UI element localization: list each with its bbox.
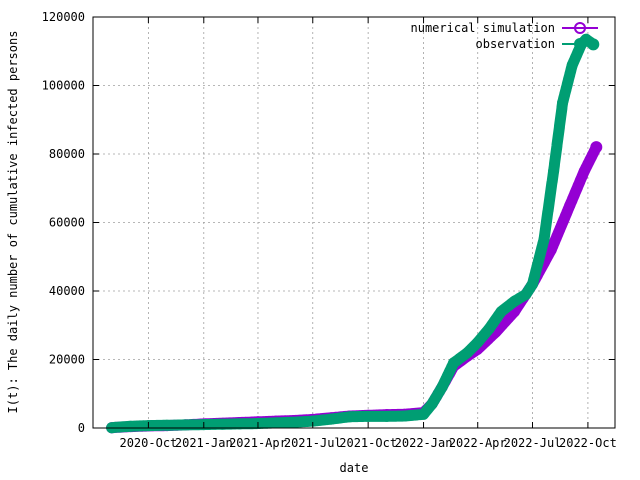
x-tick-label: 2020-Oct bbox=[119, 436, 177, 450]
x-axis-label: date bbox=[340, 461, 369, 475]
data-point bbox=[566, 59, 578, 71]
plot-data bbox=[106, 33, 603, 434]
legend-label: numerical simulation bbox=[411, 21, 556, 35]
data-point bbox=[161, 419, 173, 431]
x-tick-label: 2022-Jul bbox=[504, 436, 562, 450]
x-tick-label: 2021-Apr bbox=[229, 436, 287, 450]
data-point bbox=[548, 165, 560, 177]
data-point bbox=[216, 418, 228, 430]
axis-ticks bbox=[93, 16, 615, 429]
legend-label: observation bbox=[476, 37, 555, 51]
y-tick-label: 80000 bbox=[49, 147, 85, 161]
data-point bbox=[270, 417, 282, 429]
y-tick-label: 120000 bbox=[42, 10, 85, 24]
data-point bbox=[399, 410, 411, 422]
x-tick-label: 2022-Apr bbox=[449, 436, 507, 450]
grid bbox=[93, 17, 615, 428]
data-point bbox=[462, 347, 473, 359]
data-point bbox=[362, 410, 374, 422]
x-tick-label: 2021-Jan bbox=[175, 436, 233, 450]
y-tick-label: 0 bbox=[78, 421, 85, 435]
x-tick-label: 2021-Jul bbox=[284, 436, 342, 450]
legend: numerical simulation observation bbox=[411, 21, 598, 51]
data-point bbox=[233, 418, 245, 430]
x-tick-label: 2022-Jan bbox=[395, 436, 453, 450]
data-point bbox=[124, 420, 136, 432]
data-point bbox=[325, 413, 337, 425]
data-point bbox=[527, 278, 538, 290]
data-point bbox=[436, 381, 448, 393]
data-point bbox=[557, 97, 569, 109]
x-tick-labels: 2020-Oct2021-Jan2021-Apr2021-Jul2021-Oct… bbox=[119, 436, 616, 450]
data-point bbox=[448, 357, 460, 369]
data-point bbox=[564, 199, 576, 211]
series-band bbox=[106, 33, 599, 434]
y-tick-labels: 0 20000 40000 60000 80000 100000 120000 bbox=[42, 10, 85, 435]
data-point bbox=[509, 295, 520, 307]
y-axis-label: I(t): The daily number of cumulative inf… bbox=[6, 31, 20, 414]
y-tick-label: 100000 bbox=[42, 79, 85, 93]
y-tick-label: 60000 bbox=[49, 216, 85, 230]
data-point bbox=[381, 410, 393, 422]
data-point bbox=[472, 336, 484, 348]
legend-marker bbox=[574, 38, 586, 50]
data-point bbox=[426, 398, 438, 410]
data-point bbox=[495, 306, 507, 318]
y-tick-label: 40000 bbox=[49, 284, 85, 298]
data-point bbox=[289, 416, 301, 428]
data-point bbox=[578, 165, 590, 177]
series-band bbox=[106, 141, 602, 434]
data-point bbox=[418, 408, 429, 420]
data-point bbox=[344, 411, 356, 423]
x-tick-label: 2021-Oct bbox=[339, 436, 397, 450]
legend-marker bbox=[574, 22, 586, 34]
series-1 bbox=[106, 33, 600, 434]
data-point bbox=[179, 419, 191, 431]
data-point bbox=[590, 141, 603, 154]
y-tick-label: 20000 bbox=[49, 353, 85, 367]
x-tick-label: 2022-Oct bbox=[559, 436, 617, 450]
data-point bbox=[483, 323, 495, 335]
data-point bbox=[520, 288, 532, 300]
data-point bbox=[538, 234, 550, 246]
